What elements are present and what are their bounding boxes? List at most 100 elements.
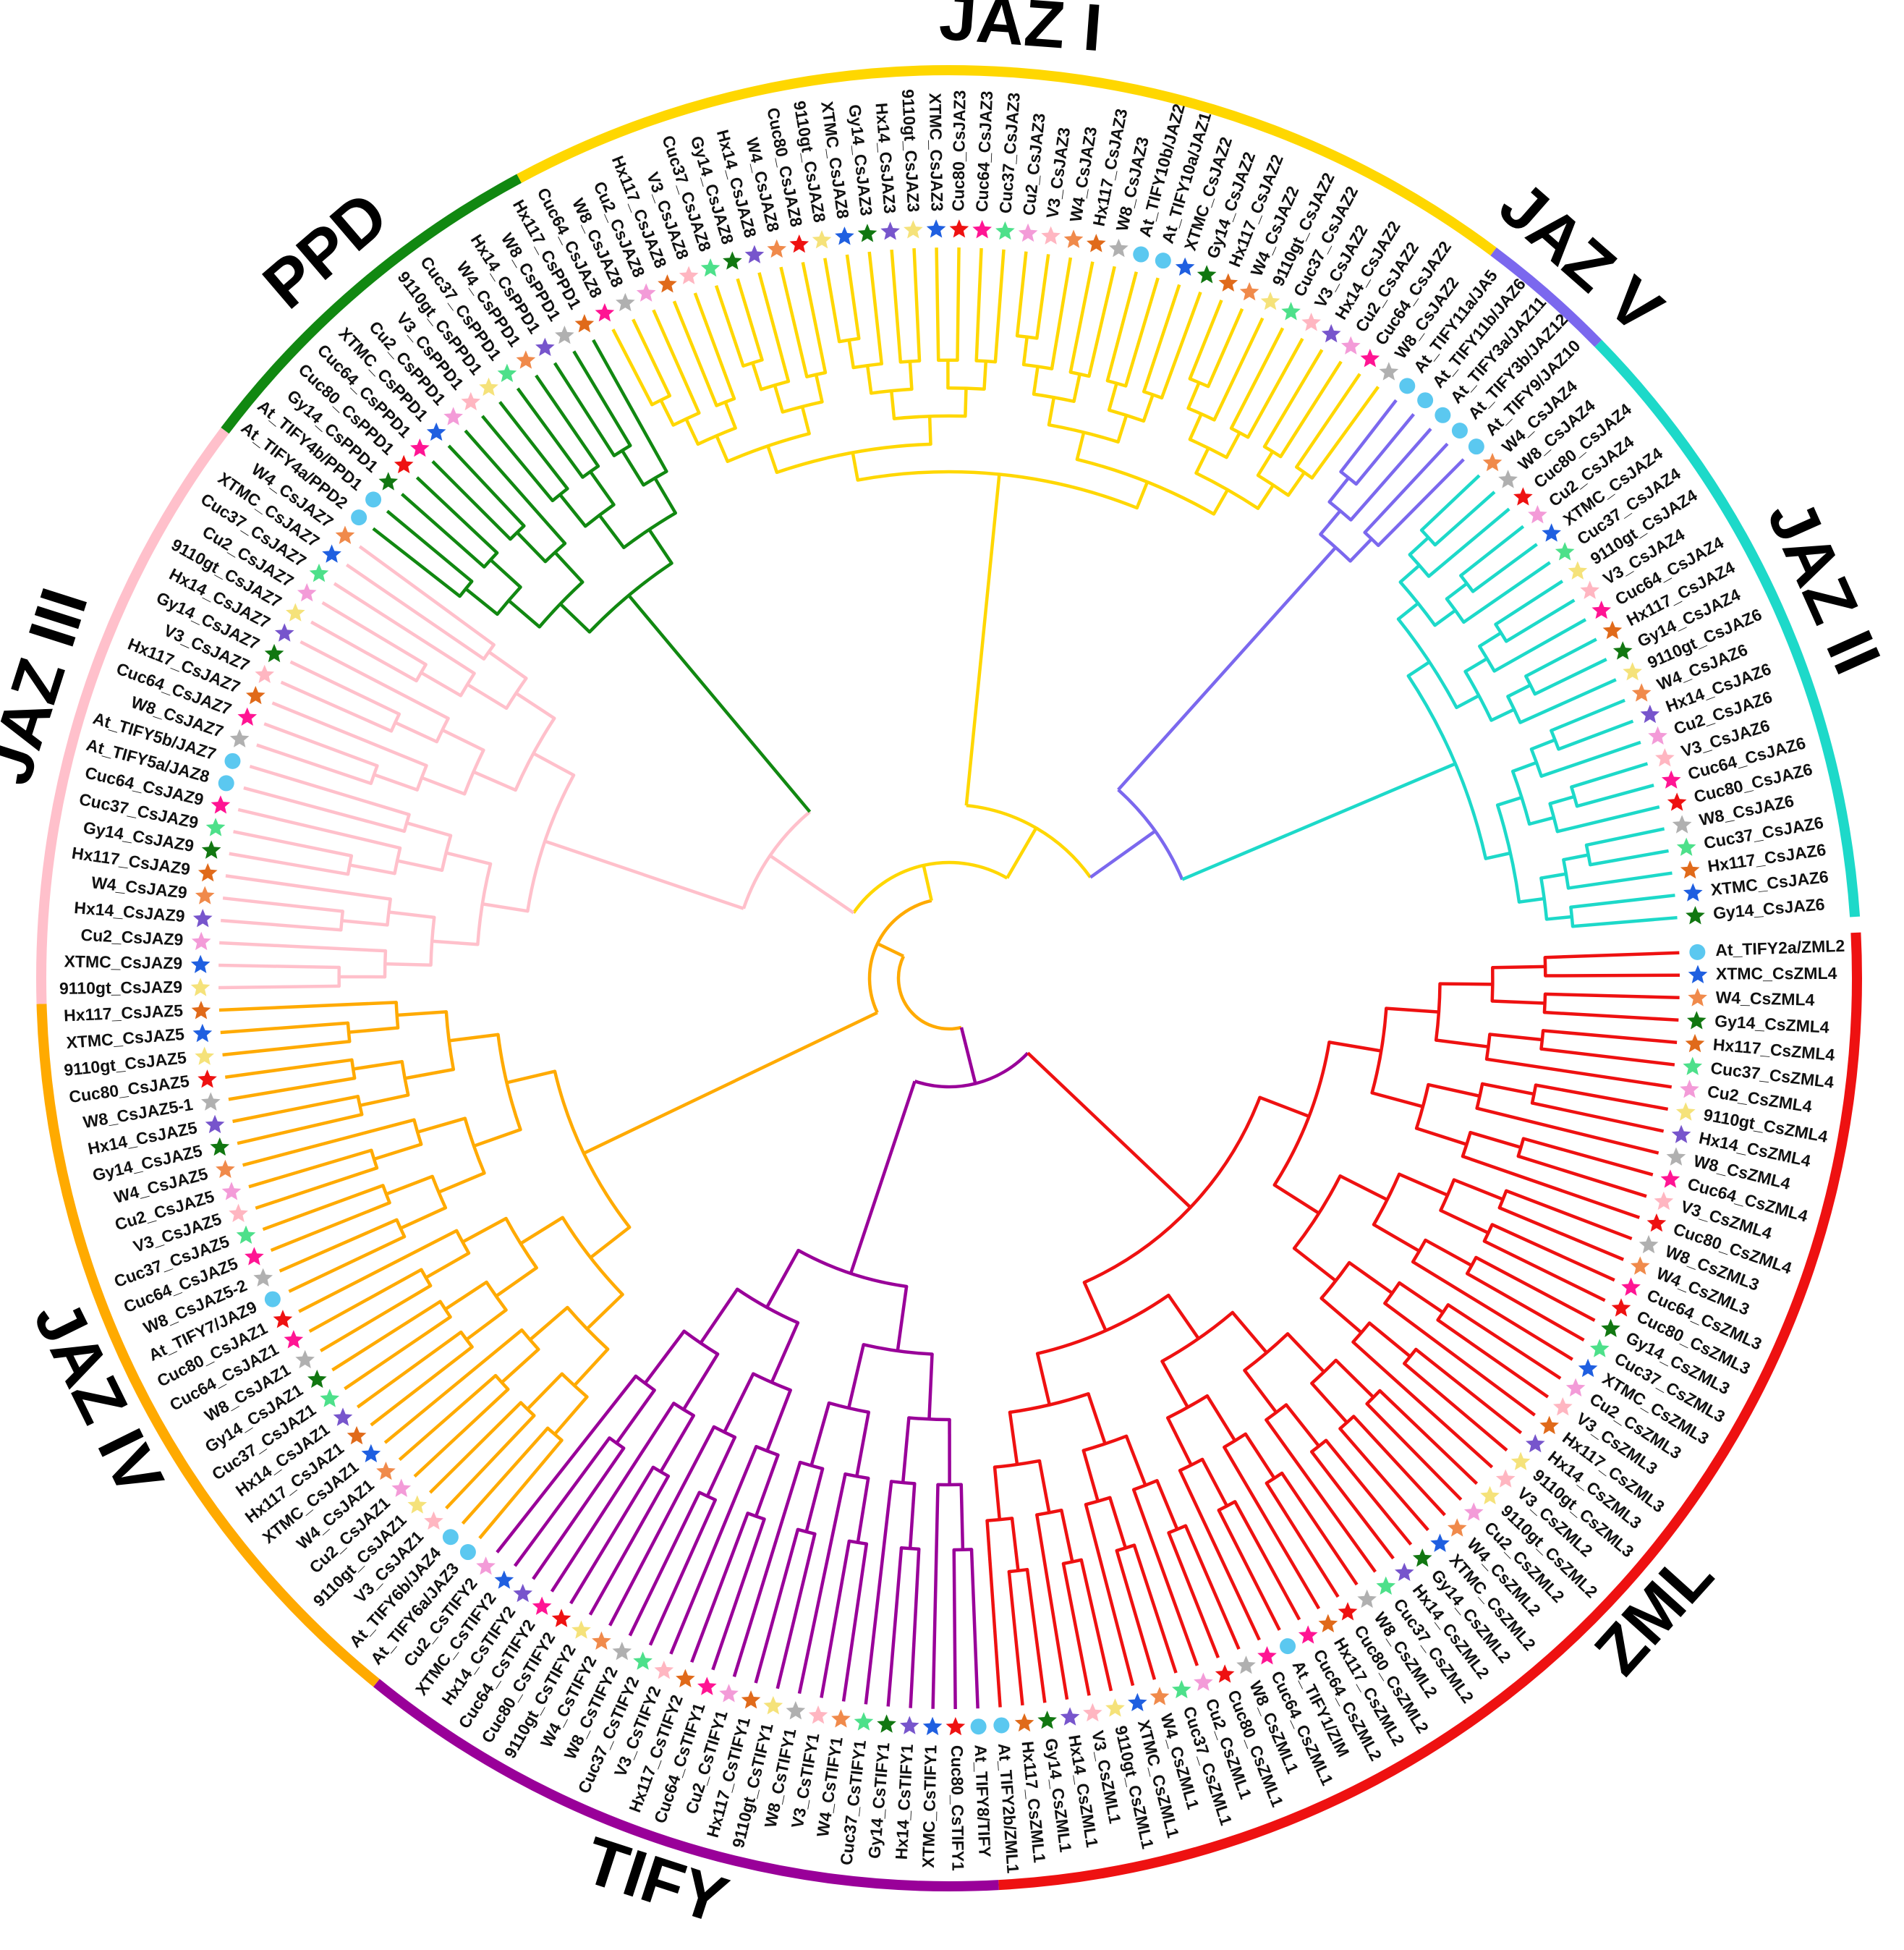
leaf-star-icon bbox=[297, 582, 317, 602]
branch-line bbox=[1035, 1514, 1069, 1700]
leaf-star-icon bbox=[191, 931, 211, 951]
branch-line bbox=[529, 1306, 569, 1341]
leaf-star-icon bbox=[211, 795, 231, 814]
branch-line bbox=[1541, 872, 1567, 880]
branch-line bbox=[1490, 708, 1516, 722]
branch-arc bbox=[537, 580, 585, 629]
leaf-star-icon bbox=[857, 224, 877, 242]
branch-line bbox=[1325, 1439, 1413, 1546]
branch-line bbox=[1295, 373, 1361, 468]
leaf-star-icon bbox=[1360, 349, 1380, 368]
leaf-star-icon bbox=[221, 1182, 242, 1200]
branch-arc bbox=[1506, 695, 1522, 724]
branch-arc bbox=[696, 426, 737, 446]
branch-line bbox=[320, 1284, 432, 1352]
leaf-star-icon bbox=[295, 1349, 315, 1369]
branch-line bbox=[1386, 1006, 1440, 1014]
branch-line bbox=[1542, 1029, 1678, 1044]
branch-arc bbox=[843, 1472, 870, 1480]
backbone-line bbox=[959, 1027, 977, 1085]
branch-line bbox=[218, 1001, 396, 1012]
branch-line bbox=[1068, 261, 1095, 373]
branch-line bbox=[1505, 1189, 1633, 1241]
leaf-star-icon bbox=[1513, 487, 1533, 506]
leaf-star-icon bbox=[516, 350, 536, 369]
branch-arc bbox=[892, 414, 967, 420]
clade-arc bbox=[1490, 247, 1602, 347]
leaf-star-icon bbox=[1018, 223, 1038, 242]
branch-line bbox=[1257, 450, 1275, 477]
branch-arc bbox=[1309, 1438, 1328, 1454]
branch-line bbox=[1025, 1569, 1047, 1703]
branch-arc bbox=[1495, 803, 1521, 904]
leaf-star-icon bbox=[1680, 860, 1700, 879]
branch-line bbox=[1486, 1057, 1673, 1089]
branch-arc bbox=[898, 359, 922, 364]
leaf-star-icon bbox=[347, 1425, 367, 1445]
branch-line bbox=[1440, 982, 1493, 986]
branch-arc bbox=[383, 949, 388, 979]
branch-line bbox=[473, 1127, 522, 1148]
branch-arc bbox=[346, 854, 354, 876]
branch-line bbox=[1576, 783, 1654, 808]
leaf-star-icon bbox=[1105, 1698, 1125, 1717]
leaf-star-icon bbox=[236, 1225, 256, 1244]
branch-arc bbox=[1436, 1303, 1450, 1322]
branch-line bbox=[1466, 1272, 1585, 1342]
branch-line bbox=[417, 1116, 466, 1134]
leaf-circle-icon bbox=[1417, 392, 1434, 409]
branch-arc bbox=[381, 1184, 391, 1205]
leaf-star-icon bbox=[555, 325, 574, 344]
branch-line bbox=[659, 399, 675, 426]
leaf-star-icon bbox=[273, 1310, 293, 1328]
leaf-star-icon bbox=[1257, 1646, 1277, 1665]
leaf-star-icon bbox=[443, 407, 463, 425]
branch-line bbox=[1447, 1303, 1562, 1380]
branch-line bbox=[901, 1417, 911, 1483]
branch-line bbox=[535, 374, 600, 467]
backbone-arc bbox=[1117, 788, 1184, 881]
leaf-star-icon bbox=[205, 818, 226, 836]
leaf-star-icon bbox=[205, 1114, 225, 1134]
branch-line bbox=[1008, 1412, 1019, 1465]
leaf-star-icon bbox=[1568, 561, 1588, 580]
branch-arc bbox=[650, 394, 672, 407]
branch-line bbox=[1167, 1532, 1220, 1658]
branch-line bbox=[1378, 1389, 1479, 1485]
leaf-circle-icon bbox=[1280, 1638, 1296, 1655]
branch-line bbox=[1107, 383, 1118, 411]
branch-line bbox=[220, 918, 341, 932]
leaf-star-icon bbox=[741, 1690, 761, 1709]
branch-arc bbox=[514, 716, 556, 792]
branch-line bbox=[396, 1010, 447, 1017]
leaf-label: Gy14_CsZML4 bbox=[1714, 1012, 1830, 1037]
branch-line bbox=[714, 284, 745, 367]
branch-line bbox=[1207, 308, 1244, 388]
leaf-star-icon bbox=[195, 1046, 215, 1065]
branch-line bbox=[1081, 1450, 1100, 1502]
branch-line bbox=[220, 1021, 349, 1035]
branch-line bbox=[482, 902, 528, 913]
leaf-label: XTMC_CsJAZ5 bbox=[66, 1025, 185, 1052]
branch-line bbox=[386, 1174, 433, 1196]
leaf-label: Hx14_CsJAZ3 bbox=[872, 102, 900, 214]
branch-line bbox=[1310, 386, 1380, 479]
leaf-star-icon bbox=[676, 1669, 695, 1687]
branch-line bbox=[229, 852, 349, 876]
branch-arc bbox=[735, 1287, 800, 1325]
leaf-star-icon bbox=[1215, 1664, 1235, 1683]
clade-arc bbox=[36, 427, 229, 1004]
branch-line bbox=[797, 1473, 847, 1695]
branch-line bbox=[401, 493, 485, 569]
branch-line bbox=[270, 1201, 391, 1252]
branch-arc bbox=[415, 763, 428, 792]
leaf-star-icon bbox=[410, 438, 430, 457]
leaf-star-icon bbox=[1498, 470, 1518, 488]
branch-arc bbox=[851, 362, 883, 370]
leaf-star-icon bbox=[1086, 234, 1106, 253]
branch-arc bbox=[1530, 1083, 1538, 1105]
branch-line bbox=[498, 401, 569, 490]
branch-line bbox=[526, 1373, 564, 1411]
branch-line bbox=[279, 1218, 398, 1273]
